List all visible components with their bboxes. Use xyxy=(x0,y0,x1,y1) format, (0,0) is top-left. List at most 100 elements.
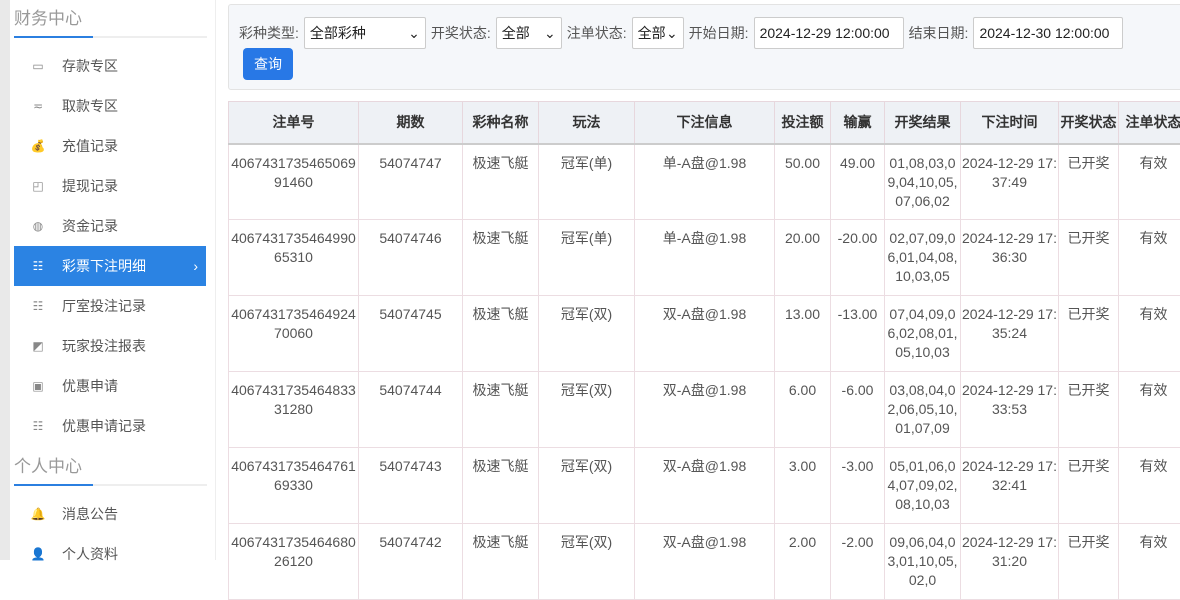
table-cell: 54074747 xyxy=(359,144,463,220)
sidebar-item-label: 充值记录 xyxy=(62,136,118,156)
lottery-type-select[interactable]: 全部彩种⌄ xyxy=(304,17,426,49)
chevron-down-icon: ⌄ xyxy=(544,25,556,42)
section-divider xyxy=(14,36,207,38)
table-cell: 极速飞艇 xyxy=(463,296,539,372)
filter-panel: 彩种类型: 全部彩种⌄ 开奖状态: 全部⌄ 注单状态: 全部⌄ 开始日期: 20… xyxy=(228,4,1180,90)
sidebar-item[interactable]: ☷厅室投注记录 xyxy=(14,286,206,326)
table-cell: 2024-12-29 17:36:30 xyxy=(961,220,1059,296)
column-header: 下注时间 xyxy=(961,102,1059,144)
sidebar-item[interactable]: ☷优惠申请记录 xyxy=(14,406,206,446)
table-cell: 有效 xyxy=(1119,144,1180,220)
sidebar-item-label: 优惠申请 xyxy=(62,376,118,396)
start-date-input[interactable]: 2024-12-29 12:00:00 xyxy=(754,17,904,49)
table-cell: 54074743 xyxy=(359,448,463,524)
table-cell: -13.00 xyxy=(831,296,885,372)
table-cell: -3.00 xyxy=(831,448,885,524)
table-cell: 冠军(双) xyxy=(539,372,635,448)
table-cell: 05,01,06,04,07,09,02,08,10,03 xyxy=(885,448,961,524)
table-cell: 极速飞艇 xyxy=(463,448,539,524)
piggy-bank-icon: ◍ xyxy=(30,219,46,233)
table-cell: 2024-12-29 17:37:49 xyxy=(961,144,1059,220)
sidebar-item[interactable]: 👤 个人资料 xyxy=(14,534,206,574)
hand-money-icon: ≂ xyxy=(30,99,46,113)
query-button[interactable]: 查询 xyxy=(243,48,293,80)
sidebar-item[interactable]: ◩ 玩家投注报表 xyxy=(14,326,206,366)
table-cell: 有效 xyxy=(1119,296,1180,372)
sidebar-item-label: 消息公告 xyxy=(62,504,118,524)
column-header: 输赢 xyxy=(831,102,885,144)
lottery-type-value: 全部彩种 xyxy=(310,23,366,43)
table-cell: 54074742 xyxy=(359,524,463,600)
table-cell: 2.00 xyxy=(775,524,831,600)
sidebar-item[interactable]: ≂取款专区 xyxy=(14,86,206,126)
table-cell: 冠军(单) xyxy=(539,144,635,220)
sidebar-item-label: 优惠申请记录 xyxy=(62,416,146,436)
user-icon: 👤 xyxy=(30,547,46,561)
column-header: 开奖状态 xyxy=(1059,102,1119,144)
money-bag-icon: 💰 xyxy=(30,139,46,153)
lottery-type-label: 彩种类型: xyxy=(239,23,299,43)
table-cell: 单-A盘@1.98 xyxy=(635,220,775,296)
order-status-value: 全部 xyxy=(638,23,666,43)
sidebar-item[interactable]: 💰 充值记录 xyxy=(14,126,206,166)
column-header: 投注额 xyxy=(775,102,831,144)
table-cell: -6.00 xyxy=(831,372,885,448)
sidebar-item-label: 个人资料 xyxy=(62,544,118,564)
column-header: 注单号 xyxy=(229,102,359,144)
table-cell: 双-A盘@1.98 xyxy=(635,524,775,600)
start-date-label: 开始日期: xyxy=(689,23,749,43)
draw-status-select[interactable]: 全部 ⌄ xyxy=(496,17,562,49)
table-cell: 406743173546492470060 xyxy=(229,296,359,372)
end-date-label: 结束日期: xyxy=(909,23,969,43)
table-cell: 02,07,09,06,01,04,08,10,03,05 xyxy=(885,220,961,296)
draw-status-label: 开奖状态: xyxy=(431,23,491,43)
table-cell: 有效 xyxy=(1119,448,1180,524)
table-cell: 6.00 xyxy=(775,372,831,448)
sidebar-item[interactable]: ▭存款专区 xyxy=(14,46,206,86)
bet-table: 注单号期数彩种名称玩法下注信息投注额输赢开奖结果下注时间开奖状态注单状态 406… xyxy=(228,101,1180,600)
bell-icon: 🔔 xyxy=(30,507,46,521)
sidebar-item[interactable]: ▣优惠申请 xyxy=(14,366,206,406)
table-cell: 54074745 xyxy=(359,296,463,372)
end-date-input[interactable]: 2024-12-30 12:00:00 xyxy=(973,17,1123,49)
table-cell: 双-A盘@1.98 xyxy=(635,448,775,524)
sidebar-item[interactable]: 🔔 消息公告 xyxy=(14,494,206,534)
sidebar-item-label: 彩票下注明细 xyxy=(62,256,146,276)
table-cell: 双-A盘@1.98 xyxy=(635,296,775,372)
table-cell: 已开奖 xyxy=(1059,296,1119,372)
list-icon: ☷ xyxy=(30,259,46,273)
table-cell: 2024-12-29 17:33:53 xyxy=(961,372,1059,448)
table-cell: 已开奖 xyxy=(1059,144,1119,220)
column-header: 期数 xyxy=(359,102,463,144)
table-cell: 50.00 xyxy=(775,144,831,220)
column-header: 下注信息 xyxy=(635,102,775,144)
table-cell: 13.00 xyxy=(775,296,831,372)
table-cell: 冠军(单) xyxy=(539,220,635,296)
table-cell: -2.00 xyxy=(831,524,885,600)
column-header: 彩种名称 xyxy=(463,102,539,144)
sidebar-item[interactable]: ◰提现记录 xyxy=(14,166,206,206)
sidebar-item-label: 存款专区 xyxy=(62,56,118,76)
sidebar: 财务中心 ▭存款专区≂取款专区 💰 充值记录 ◰提现记录◍资金记录 ☷ 彩票下注明细 › ☷厅室… xyxy=(0,0,216,560)
chevron-right-icon: › xyxy=(193,258,198,274)
section-title: 个人中心 xyxy=(14,452,82,477)
table-cell: 已开奖 xyxy=(1059,372,1119,448)
table-cell: 冠军(双) xyxy=(539,524,635,600)
table-cell: 406743173546506991460 xyxy=(229,144,359,220)
draw-status-value: 全部 xyxy=(502,23,530,43)
table-cell: 单-A盘@1.98 xyxy=(635,144,775,220)
table-cell: 已开奖 xyxy=(1059,448,1119,524)
column-header: 玩法 xyxy=(539,102,635,144)
sidebar-item[interactable]: ☷ 彩票下注明细 › xyxy=(14,246,206,286)
sidebar-item-label: 玩家投注报表 xyxy=(62,336,146,356)
section-title: 财务中心 xyxy=(14,4,82,29)
sidebar-item[interactable]: ◍资金记录 xyxy=(14,206,206,246)
table-cell: 2024-12-29 17:32:41 xyxy=(961,448,1059,524)
table-cell: 已开奖 xyxy=(1059,524,1119,600)
sidebar-item-label: 厅室投注记录 xyxy=(62,296,146,316)
sidebar-item-label: 提现记录 xyxy=(62,176,118,196)
order-status-select[interactable]: 全部⌄ xyxy=(632,17,684,49)
chart-icon: ◩ xyxy=(30,339,46,353)
